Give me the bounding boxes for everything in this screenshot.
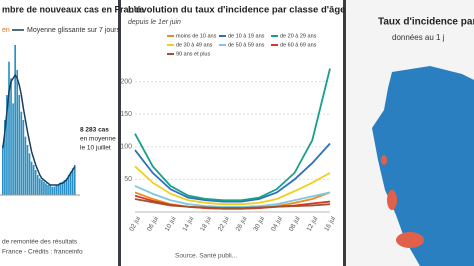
bar bbox=[14, 45, 16, 195]
bar bbox=[43, 181, 45, 195]
bar bbox=[63, 180, 66, 195]
series-line bbox=[134, 185, 331, 208]
series-line bbox=[134, 165, 331, 206]
legend-label: de 30 à 49 ans bbox=[176, 42, 213, 48]
map-title: Taux d'incidence par bbox=[378, 17, 474, 28]
bar bbox=[67, 175, 70, 195]
legend-label: 90 ans et plus bbox=[176, 51, 210, 57]
bar bbox=[69, 171, 72, 195]
y-tick-label: 150 bbox=[120, 111, 132, 118]
bar bbox=[45, 183, 47, 195]
bar bbox=[53, 186, 56, 195]
bar bbox=[65, 178, 68, 195]
bar bbox=[61, 181, 64, 195]
bar bbox=[36, 175, 39, 195]
legend-label: de 50 à 59 ans bbox=[228, 42, 265, 48]
bar bbox=[28, 153, 31, 195]
bar bbox=[51, 186, 53, 195]
annotation: le 10 juillet bbox=[80, 145, 111, 152]
bar bbox=[47, 185, 49, 195]
bar bbox=[8, 61, 10, 195]
bar bbox=[16, 70, 19, 195]
source: Source. Santé publi... bbox=[175, 253, 237, 260]
bar bbox=[41, 180, 43, 195]
legend-label: de 10 à 19 ans bbox=[228, 33, 265, 39]
chart-subtitle: depuis le 1er juin bbox=[128, 19, 181, 26]
footer: France - Crédits : franceinfo bbox=[2, 249, 83, 256]
bar bbox=[73, 165, 76, 195]
bar bbox=[2, 145, 4, 195]
annotation: en moyenne bbox=[80, 136, 116, 143]
series-line bbox=[134, 198, 331, 209]
bar bbox=[20, 111, 23, 195]
series-line bbox=[134, 68, 331, 202]
y-tick-label: 50 bbox=[124, 176, 132, 183]
legend-label: Moyenne glissante sur 7 jours bbox=[27, 27, 120, 34]
bar bbox=[34, 170, 37, 195]
bar bbox=[39, 178, 41, 195]
legend-label: de 20 à 29 ans bbox=[280, 33, 317, 39]
map-region bbox=[381, 155, 387, 165]
bar bbox=[59, 183, 62, 195]
bar bbox=[26, 145, 29, 195]
bar bbox=[6, 95, 8, 195]
footer: de remontée des résultats bbox=[2, 239, 78, 246]
bar bbox=[18, 95, 21, 195]
bar bbox=[57, 185, 60, 195]
bar bbox=[32, 165, 35, 195]
bar bbox=[30, 161, 33, 195]
map-region bbox=[396, 232, 424, 248]
legend-label: de 60 à 69 ans bbox=[280, 42, 317, 48]
annotation: 8 283 cas bbox=[80, 127, 109, 134]
bar bbox=[24, 136, 27, 195]
chart-title: L'évolution du taux d'incidence par clas… bbox=[128, 5, 345, 16]
bar bbox=[10, 78, 12, 195]
moving-average-line bbox=[2, 73, 76, 186]
map-region bbox=[387, 190, 397, 210]
legend-prefix: en bbox=[2, 27, 10, 34]
map-shape bbox=[372, 66, 474, 266]
map-subtitle: données au 1 j bbox=[392, 33, 445, 42]
bar bbox=[4, 120, 6, 195]
bar bbox=[55, 185, 58, 195]
bar bbox=[71, 168, 74, 195]
bar bbox=[22, 120, 25, 195]
y-tick-label: 200 bbox=[120, 78, 132, 85]
middle-panel bbox=[121, 0, 343, 266]
series-line bbox=[134, 142, 331, 203]
bar bbox=[49, 185, 51, 195]
legend-label: moins de 10 ans bbox=[176, 33, 217, 39]
y-tick-label: 100 bbox=[120, 144, 132, 151]
bar bbox=[12, 103, 14, 195]
chart-title: mbre de nouveaux cas en France bbox=[2, 4, 144, 14]
